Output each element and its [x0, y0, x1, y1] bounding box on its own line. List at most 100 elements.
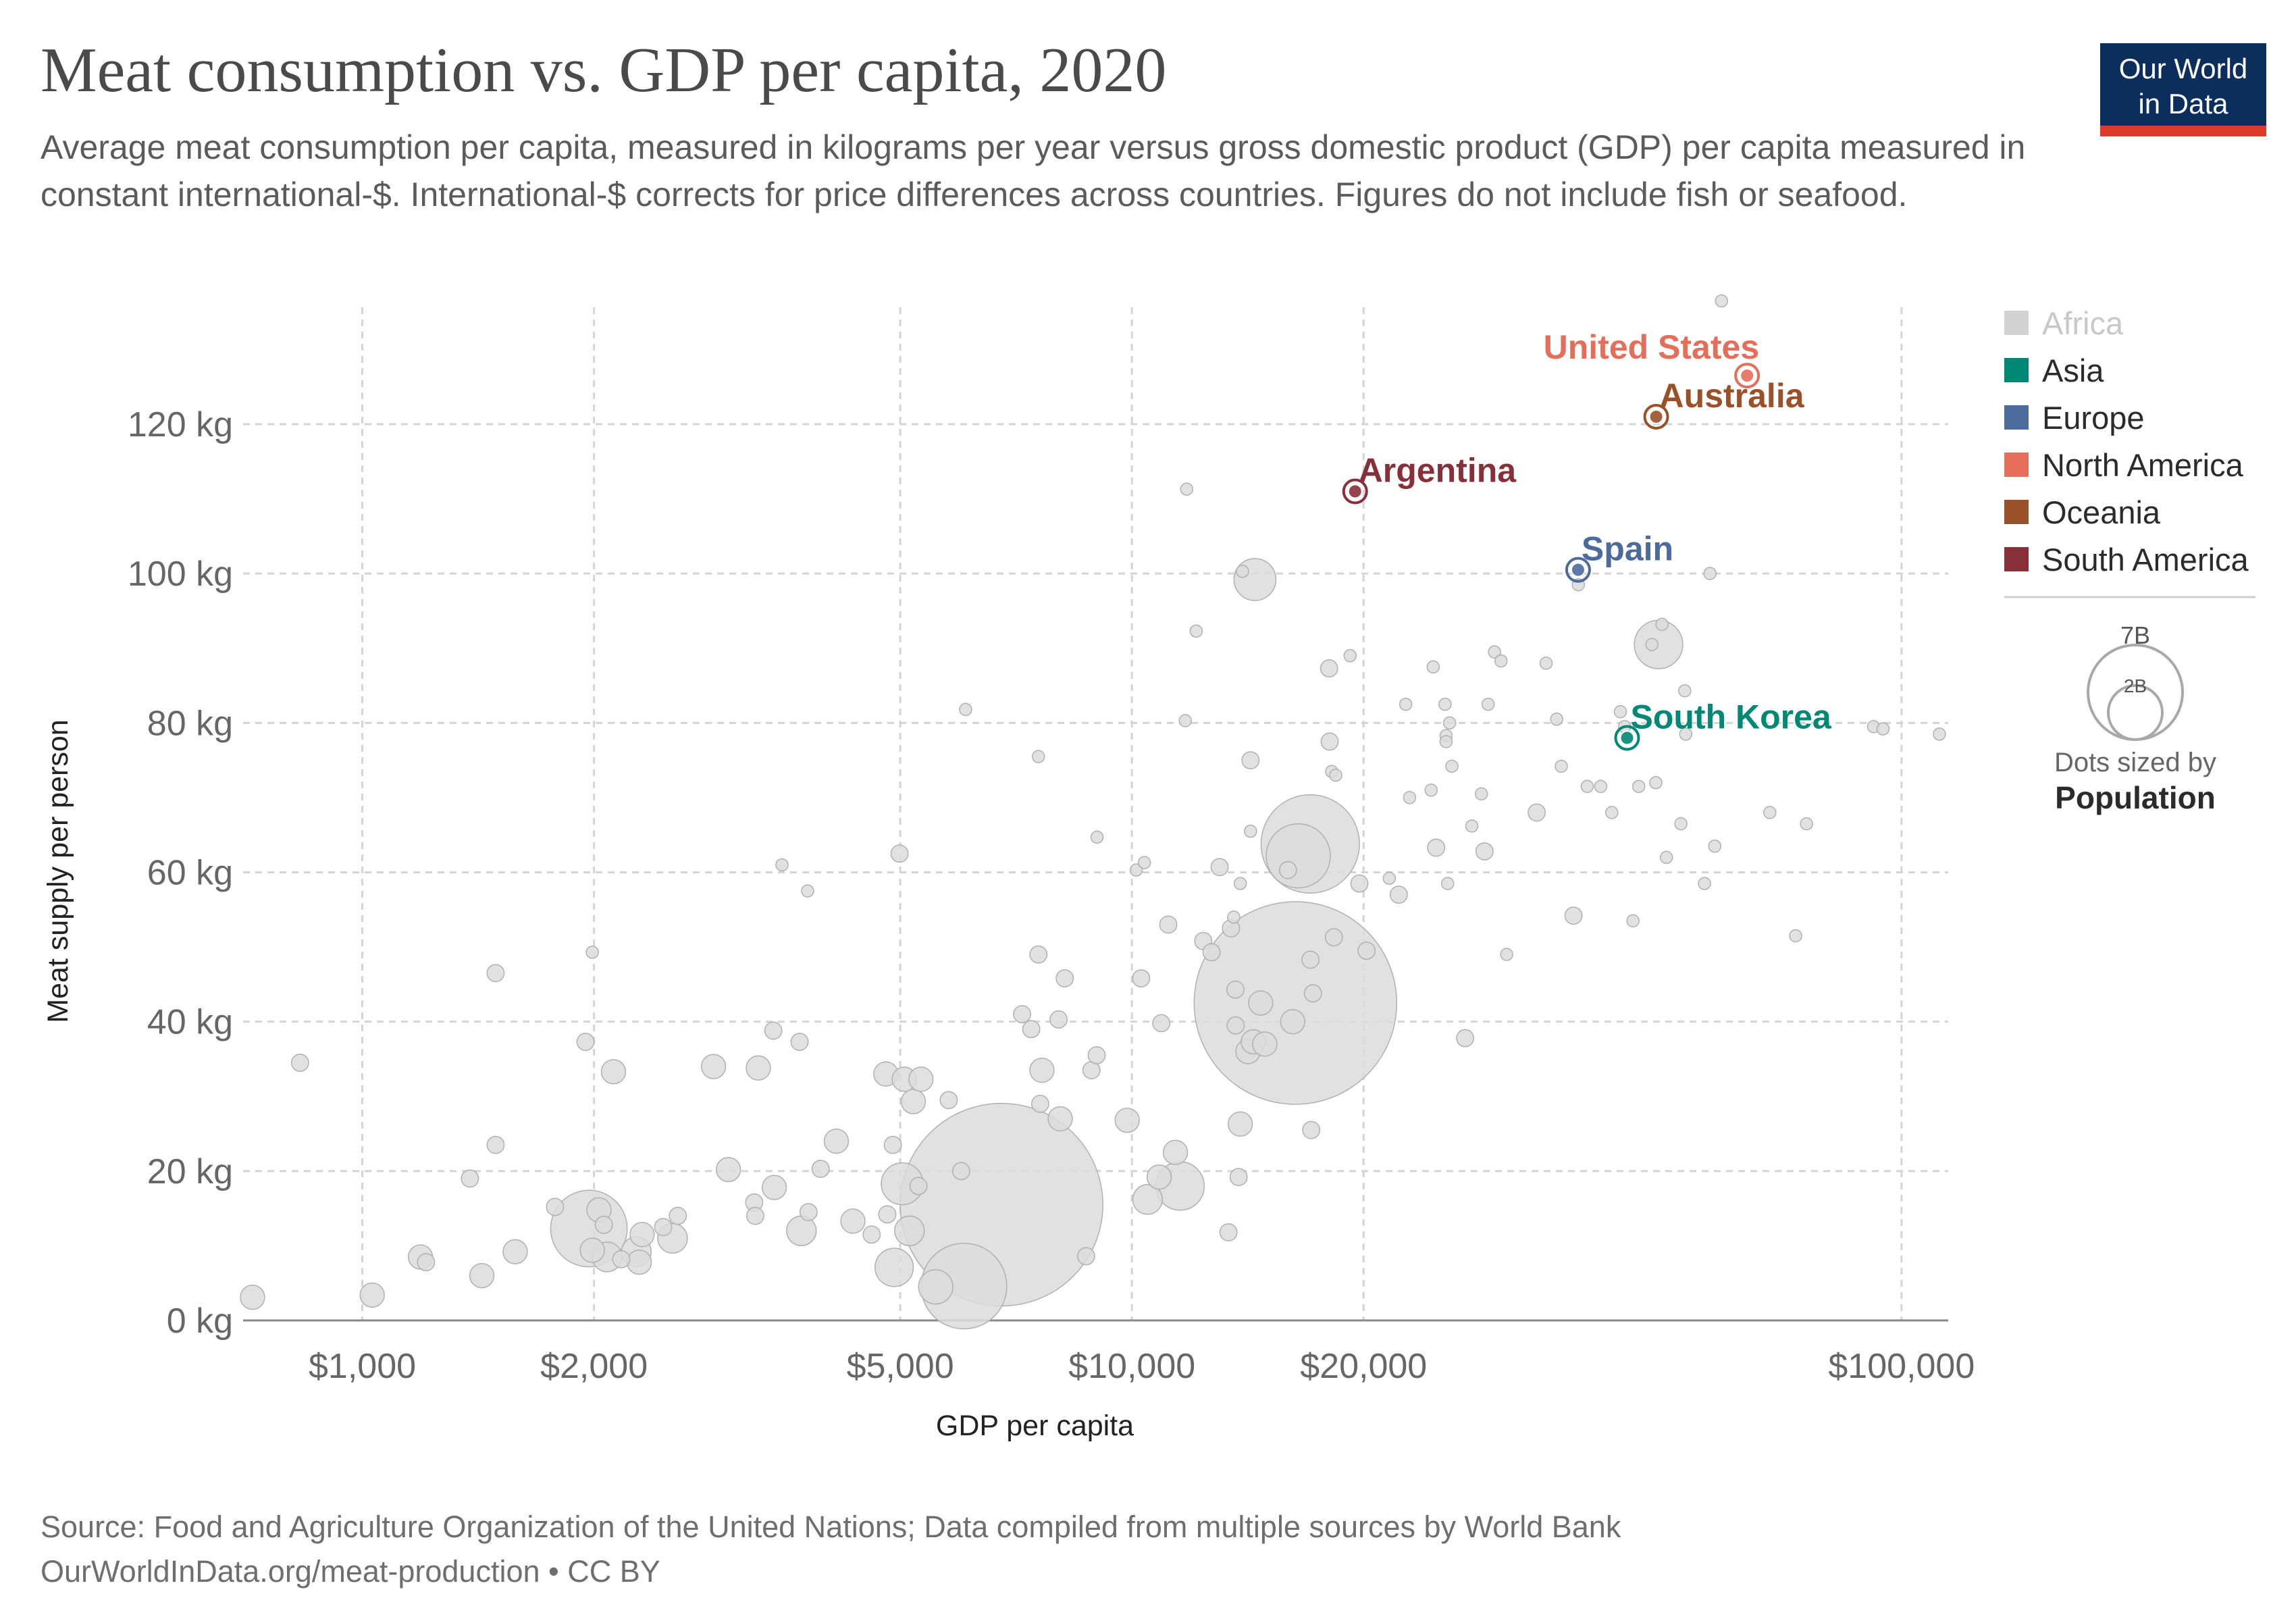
data-point[interactable] [1426, 660, 1440, 674]
data-point[interactable] [1438, 697, 1452, 711]
data-point[interactable] [1613, 704, 1627, 719]
data-point[interactable] [1649, 776, 1663, 790]
data-point[interactable] [290, 1054, 309, 1072]
data-point[interactable] [1030, 1094, 1049, 1113]
data-point[interactable] [1427, 838, 1446, 857]
data-point[interactable] [1227, 910, 1241, 924]
data-point[interactable] [890, 844, 909, 863]
data-point[interactable] [546, 1198, 565, 1216]
data-point[interactable] [1031, 750, 1045, 763]
data-point[interactable] [1564, 906, 1583, 925]
data-point[interactable] [1146, 1164, 1172, 1190]
data-point[interactable] [875, 1247, 914, 1287]
data-point[interactable] [1329, 768, 1342, 782]
data-point[interactable] [1029, 1057, 1055, 1083]
data-point[interactable] [746, 1055, 771, 1081]
data-point[interactable] [1226, 980, 1245, 999]
data-point[interactable] [939, 1091, 958, 1110]
data-point[interactable] [1475, 842, 1494, 860]
data-point[interactable] [883, 1135, 902, 1154]
highlight-ring[interactable] [1565, 557, 1591, 583]
data-point[interactable] [1456, 1029, 1475, 1048]
data-point[interactable] [612, 1250, 631, 1268]
data-point[interactable] [1626, 914, 1640, 928]
data-point[interactable] [486, 964, 505, 983]
data-point[interactable] [1488, 645, 1501, 659]
data-point[interactable] [1324, 928, 1343, 947]
data-point[interactable] [469, 1262, 495, 1289]
data-point[interactable] [1226, 1016, 1245, 1035]
data-point[interactable] [1320, 659, 1338, 678]
data-point[interactable] [811, 1160, 830, 1178]
data-point[interactable] [600, 1059, 627, 1085]
data-point[interactable] [918, 1269, 954, 1305]
data-point[interactable] [1605, 806, 1619, 819]
data-point[interactable] [1481, 697, 1495, 711]
data-point[interactable] [1055, 969, 1074, 987]
data-point[interactable] [1357, 942, 1376, 960]
data-point[interactable] [1698, 877, 1711, 890]
data-point[interactable] [1189, 624, 1203, 638]
data-point[interactable] [1494, 654, 1508, 668]
data-point[interactable] [1029, 945, 1048, 964]
legend-label[interactable]: South America [2042, 542, 2249, 577]
legend-swatch[interactable] [2004, 547, 2029, 571]
data-point[interactable] [1303, 984, 1322, 1003]
data-point[interactable] [900, 1089, 927, 1114]
data-point[interactable] [909, 1177, 928, 1195]
data-point[interactable] [240, 1285, 265, 1310]
data-point[interactable] [1087, 1046, 1106, 1064]
url-license-text[interactable]: OurWorldInData.org/meat-production • CC … [41, 1554, 660, 1589]
data-point[interactable] [908, 1066, 934, 1092]
data-point[interactable] [1159, 915, 1178, 934]
data-point[interactable] [1555, 759, 1568, 773]
data-point[interactable] [1152, 1014, 1171, 1033]
data-point[interactable] [894, 1215, 925, 1247]
data-point[interactable] [1708, 840, 1722, 853]
data-point[interactable] [700, 1054, 727, 1079]
data-point[interactable] [746, 1206, 764, 1225]
data-point[interactable] [1440, 877, 1455, 890]
data-point[interactable] [461, 1169, 479, 1188]
data-point[interactable] [579, 1237, 605, 1263]
legend-label[interactable]: Oceania [2042, 494, 2161, 530]
data-point[interactable] [654, 1218, 673, 1237]
data-point[interactable] [502, 1239, 528, 1264]
legend-label[interactable]: North America [2042, 447, 2244, 483]
data-point[interactable] [1439, 735, 1453, 748]
data-point[interactable] [1703, 567, 1717, 580]
data-point[interactable] [1266, 823, 1331, 889]
data-point[interactable] [1229, 1168, 1248, 1187]
data-point[interactable] [1049, 1010, 1068, 1029]
data-point[interactable] [951, 1162, 970, 1181]
data-point[interactable] [1580, 779, 1594, 794]
data-point[interactable] [486, 1135, 505, 1154]
data-point[interactable] [359, 1282, 385, 1308]
data-point[interactable] [1244, 824, 1257, 838]
data-point[interactable] [1763, 806, 1777, 819]
data-point[interactable] [1301, 950, 1320, 969]
data-point[interactable] [1114, 1107, 1140, 1133]
legend-swatch[interactable] [2004, 358, 2029, 382]
legend-swatch[interactable] [2004, 311, 2029, 335]
data-point[interactable] [1789, 929, 1802, 943]
data-point[interactable] [1202, 943, 1221, 962]
data-point[interactable] [862, 1225, 881, 1244]
data-point[interactable] [775, 858, 789, 872]
data-point[interactable] [417, 1253, 436, 1272]
data-point[interactable] [629, 1222, 655, 1247]
data-point[interactable] [1022, 1020, 1041, 1039]
highlight-point[interactable] [1648, 409, 1664, 424]
data-point[interactable] [1876, 722, 1890, 736]
data-point[interactable] [1132, 1184, 1164, 1215]
data-point[interactable] [1594, 779, 1608, 794]
data-point[interactable] [1137, 856, 1151, 869]
data-point[interactable] [576, 1033, 595, 1051]
data-point[interactable] [1013, 1005, 1032, 1024]
data-point[interactable] [1180, 482, 1194, 496]
data-point[interactable] [1350, 874, 1369, 893]
highlight-point[interactable] [1570, 562, 1586, 577]
owid-logo[interactable]: Our World in Data [2100, 43, 2266, 136]
data-point[interactable] [1320, 732, 1339, 751]
data-point[interactable] [1076, 1247, 1095, 1266]
